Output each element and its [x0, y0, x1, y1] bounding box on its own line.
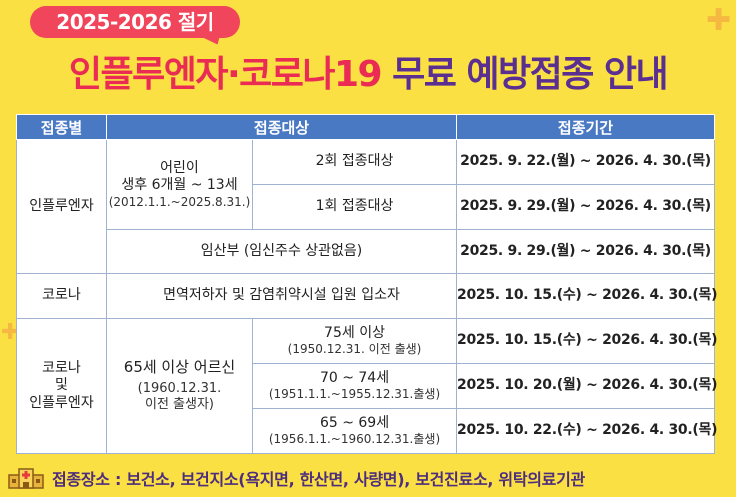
table-row: 코로나 및 인플루엔자 65세 이상 어르신 (1960.12.31. 이전 출…	[16, 318, 717, 454]
period-age65: 2025. 10. 22.(수) ~ 2026. 4. 30.(목)	[456, 408, 717, 454]
age75-sub: (1950.12.31. 이전 출생)	[287, 342, 422, 357]
elderly-line1: 65세 이상 어르신	[123, 358, 236, 377]
plus-decoration-icon: ✚	[1, 320, 20, 345]
table-row: 코로나 면역저하자 및 감염취약시설 입원 입소자 2025. 10. 15.(…	[16, 273, 717, 319]
target-pregnant: 임산부 (임신주수 상관없음)	[105, 229, 458, 274]
table-header-row: 접종별 접종대상 접종기간	[16, 114, 716, 140]
header-target: 접종대상	[105, 114, 458, 140]
category-both-line3: 인플루엔자	[29, 394, 94, 411]
category-both-line2: 및	[55, 377, 68, 394]
season-badge: 2025-2026 절기	[30, 6, 240, 38]
category-both: 코로나 및 인플루엔자	[16, 318, 107, 454]
page-title: 인플루엔자·코로나19 무료 예방접종 안내	[0, 52, 736, 98]
target-age75: 75세 이상 (1950.12.31. 이전 출생)	[251, 318, 458, 364]
hospital-building-icon	[8, 468, 44, 489]
children-line1: 어린이	[160, 159, 199, 176]
footer: 접종장소 : 보건소, 보건지소(욕지면, 한산면, 사량면), 보건진료소, …	[8, 466, 585, 490]
table-row: 인플루엔자 어린이 생후 6개월 ~ 13세 (2012.1.1.~2025.8…	[16, 139, 716, 274]
target-dose2: 2회 접종대상	[251, 139, 458, 185]
age70-sub: (1951.1.1.~1955.12.31.출생)	[268, 387, 441, 402]
title-purple-part: 무료 예방접종 안내	[392, 54, 669, 95]
plus-decoration-icon: ✚	[706, 3, 732, 38]
age75-label: 75세 이상	[324, 324, 385, 341]
period-dose2: 2025. 9. 22.(월) ~ 2026. 4. 30.(목)	[456, 139, 716, 185]
table-row: 1회 접종대상 2025. 9. 29.(월) ~ 2026. 4. 30.(목…	[17, 184, 716, 230]
footer-location-text: 접종장소 : 보건소, 보건지소(욕지면, 한산면, 사량면), 보건진료소, …	[52, 470, 585, 489]
header-period: 접종기간	[456, 114, 716, 140]
elderly-line2: (1960.12.31.	[137, 381, 222, 397]
table-row: 65 ~ 69세 (1956.1.1.~1960.12.31.출생) 2025.…	[17, 408, 717, 454]
schedule-table: 접종별 접종대상 접종기간 인플루엔자 어린이 생후 6개월 ~ 13세 (20…	[16, 114, 717, 454]
title-red-part: 인플루엔자·코로나19	[68, 54, 383, 95]
target-age65: 65 ~ 69세 (1956.1.1.~1960.12.31.출생)	[251, 408, 458, 454]
header-category: 접종별	[16, 114, 107, 140]
category-covid: 코로나	[16, 273, 107, 319]
category-both-line1: 코로나	[42, 359, 81, 376]
age65-label: 65 ~ 69세	[319, 414, 390, 431]
period-dose1: 2025. 9. 29.(월) ~ 2026. 4. 30.(목)	[456, 184, 716, 230]
target-age70: 70 ~ 74세 (1951.1.1.~1955.12.31.출생)	[251, 363, 458, 409]
elderly-line3: 이전 출생자)	[144, 397, 214, 413]
age70-label: 70 ~ 74세	[319, 369, 390, 386]
period-age70: 2025. 10. 20.(월) ~ 2026. 4. 30.(목)	[456, 363, 717, 409]
period-covid: 2025. 10. 15.(수) ~ 2026. 4. 30.(목)	[456, 273, 717, 319]
target-covid: 면역저하자 및 감염취약시설 입원 입소자	[105, 273, 458, 319]
target-children: 어린이 생후 6개월 ~ 13세 (2012.1.1.~2025.8.31.)	[106, 139, 253, 230]
target-elderly: 65세 이상 어르신 (1960.12.31. 이전 출생자)	[106, 318, 253, 454]
period-age75: 2025. 10. 15.(수) ~ 2026. 4. 30.(목)	[456, 318, 717, 364]
category-flu: 인플루엔자	[16, 139, 107, 274]
period-pregnant: 2025. 9. 29.(월) ~ 2026. 4. 30.(목)	[456, 229, 716, 274]
target-dose1: 1회 접종대상	[251, 184, 458, 230]
children-line3: (2012.1.1.~2025.8.31.)	[108, 194, 251, 209]
children-line2: 생후 6개월 ~ 13세	[121, 177, 238, 193]
table-row: 임산부 (임신주수 상관없음) 2025. 9. 29.(월) ~ 2026. …	[17, 229, 716, 274]
table-row: 70 ~ 74세 (1951.1.1.~1955.12.31.출생) 2025.…	[17, 363, 717, 409]
season-badge-text: 2025-2026 절기	[56, 10, 214, 34]
age65-sub: (1956.1.1.~1960.12.31.출생)	[268, 432, 441, 447]
